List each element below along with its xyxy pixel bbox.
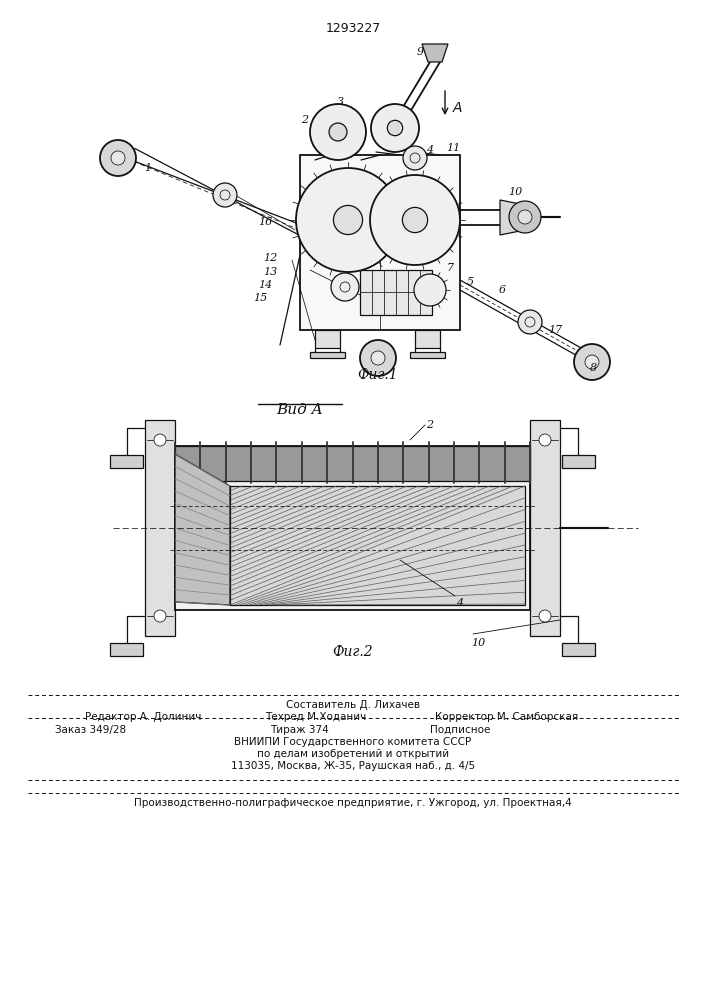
Polygon shape: [530, 420, 560, 636]
Circle shape: [334, 205, 363, 235]
Text: 15: 15: [253, 293, 267, 303]
Polygon shape: [230, 486, 525, 605]
Circle shape: [154, 434, 166, 446]
Circle shape: [296, 168, 400, 272]
Text: Тираж 374: Тираж 374: [270, 725, 329, 735]
Text: 2: 2: [301, 115, 308, 125]
Circle shape: [414, 274, 446, 306]
Polygon shape: [300, 155, 460, 330]
Circle shape: [518, 310, 542, 334]
Text: 10: 10: [508, 187, 522, 197]
Polygon shape: [500, 200, 525, 235]
Text: Фиг.2: Фиг.2: [333, 645, 373, 659]
Circle shape: [387, 120, 403, 136]
Text: 1: 1: [144, 163, 151, 173]
Circle shape: [574, 344, 610, 380]
Circle shape: [518, 210, 532, 224]
Text: 16: 16: [258, 217, 272, 227]
Text: Техред М.Ходанич: Техред М.Ходанич: [265, 712, 366, 722]
Polygon shape: [145, 420, 175, 636]
Polygon shape: [310, 352, 345, 358]
Circle shape: [403, 146, 427, 170]
Polygon shape: [410, 352, 445, 358]
Circle shape: [111, 151, 125, 165]
Polygon shape: [175, 446, 530, 481]
Text: Корректор М. Самборская: Корректор М. Самборская: [435, 712, 578, 722]
Text: Подписное: Подписное: [430, 725, 491, 735]
Text: Производственно-полиграфическое предприятие, г. Ужгород, ул. Проектная,4: Производственно-полиграфическое предприя…: [134, 798, 572, 808]
Text: 4: 4: [457, 598, 464, 608]
Polygon shape: [315, 330, 340, 348]
Text: Составитель Д. Лихачев: Составитель Д. Лихачев: [286, 700, 420, 710]
Polygon shape: [110, 643, 143, 656]
Text: Заказ 349/28: Заказ 349/28: [55, 725, 126, 735]
Polygon shape: [360, 270, 432, 315]
Text: 11: 11: [446, 143, 460, 153]
Polygon shape: [422, 44, 448, 62]
Text: 14: 14: [258, 280, 272, 290]
Circle shape: [371, 104, 419, 152]
Text: 8: 8: [590, 363, 597, 373]
Polygon shape: [175, 454, 230, 605]
Text: 13: 13: [263, 267, 277, 277]
Text: Фиг.1: Фиг.1: [358, 368, 398, 382]
Text: 113035, Москва, Ж-35, Раушская наб., д. 4/5: 113035, Москва, Ж-35, Раушская наб., д. …: [231, 761, 475, 771]
Text: 12: 12: [263, 253, 277, 263]
Circle shape: [370, 175, 460, 265]
Text: 5: 5: [467, 277, 474, 287]
Text: 17: 17: [548, 325, 562, 335]
Text: 2: 2: [426, 420, 433, 430]
Polygon shape: [562, 455, 595, 468]
Circle shape: [539, 434, 551, 446]
Polygon shape: [562, 643, 595, 656]
Polygon shape: [175, 446, 530, 610]
Text: A: A: [453, 101, 462, 115]
Circle shape: [100, 140, 136, 176]
Circle shape: [154, 610, 166, 622]
Circle shape: [331, 273, 359, 301]
Text: 6: 6: [498, 285, 506, 295]
Text: 1293227: 1293227: [325, 22, 380, 35]
Text: 9: 9: [416, 47, 423, 57]
Circle shape: [310, 104, 366, 160]
Text: 7: 7: [446, 263, 454, 273]
Circle shape: [539, 610, 551, 622]
Text: 3: 3: [337, 97, 344, 107]
Circle shape: [371, 351, 385, 365]
Circle shape: [402, 207, 428, 233]
Circle shape: [213, 183, 237, 207]
Polygon shape: [415, 330, 440, 348]
Text: по делам изобретений и открытий: по делам изобретений и открытий: [257, 749, 449, 759]
Text: 10: 10: [471, 638, 485, 648]
Circle shape: [509, 201, 541, 233]
Circle shape: [360, 340, 396, 376]
Circle shape: [585, 355, 599, 369]
Text: Вид A: Вид A: [276, 403, 323, 417]
Polygon shape: [110, 455, 143, 468]
Circle shape: [329, 123, 347, 141]
Text: ВНИИПИ Государственного комитета СССР: ВНИИПИ Государственного комитета СССР: [235, 737, 472, 747]
Text: 4: 4: [426, 145, 433, 155]
Text: Редактор А. Долинич: Редактор А. Долинич: [85, 712, 201, 722]
